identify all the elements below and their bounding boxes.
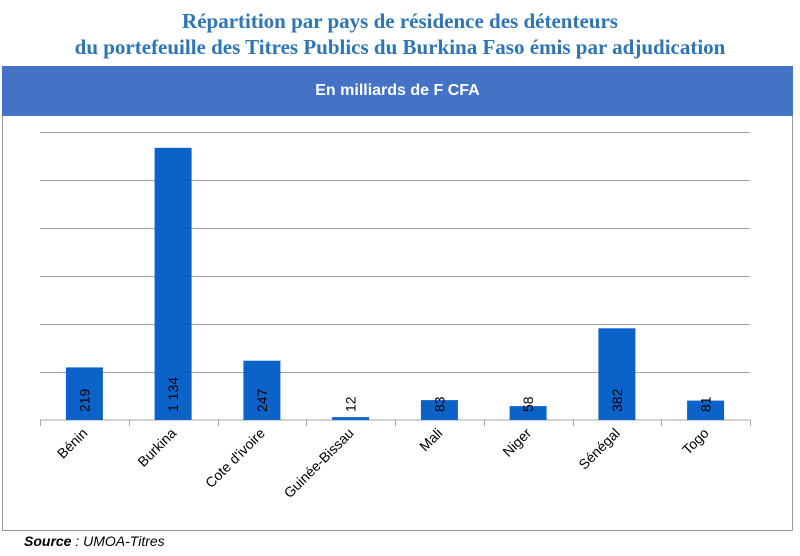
category-label: Cote d'ivoire: [202, 425, 268, 491]
category-label: Sénégal: [575, 425, 623, 473]
category-labels: Bénin Burkina Cote d'ivoire Guinée-Bissau Ma…: [54, 425, 712, 501]
bar-value-label: 83: [431, 396, 447, 412]
bar-niger: [509, 406, 547, 420]
bar-value-labels: 219 1 134 247 12 83 58 382 81: [76, 377, 713, 412]
category-label: Togo: [679, 425, 712, 458]
bar-guin-e-bissau: [332, 417, 370, 420]
gridlines: [40, 132, 750, 373]
bar-value-label: 219: [76, 388, 92, 412]
category-label: Mali: [416, 425, 445, 454]
bar-value-label: 382: [609, 388, 625, 412]
bar-burkina: [154, 147, 192, 421]
category-label: Niger: [499, 425, 534, 460]
bar-mali: [420, 400, 458, 420]
source-note: Source : UMOA-Titres: [24, 531, 165, 551]
bar-value-label: 81: [698, 396, 714, 412]
bar-s-n-gal: [598, 328, 636, 420]
bar-value-label: 247: [254, 388, 270, 412]
bar-b-nin: [65, 367, 103, 420]
bar-value-label: 12: [343, 396, 359, 412]
bar-value-label: 58: [520, 396, 536, 412]
category-label: Bénin: [54, 425, 91, 462]
source-text: : UMOA-Titres: [71, 533, 165, 549]
bars: [65, 147, 725, 421]
chart-title-line2: du portefeuille des Titres Publics du Bu…: [74, 35, 726, 59]
source-label: Source: [24, 533, 72, 549]
category-label: Guinée-Bissau: [281, 425, 357, 501]
x-ticks: [40, 420, 751, 426]
bar-togo: [687, 400, 725, 420]
chart-frame: [2, 66, 793, 531]
unit-banner: En milliards de F CFA: [2, 66, 793, 116]
bar-value-label: 1 134: [165, 377, 181, 412]
category-label: Burkina: [134, 425, 179, 470]
chart-title-line1: Répartition par pays de résidence des dé…: [182, 9, 618, 33]
bar-cote-d-ivoire: [243, 360, 281, 420]
